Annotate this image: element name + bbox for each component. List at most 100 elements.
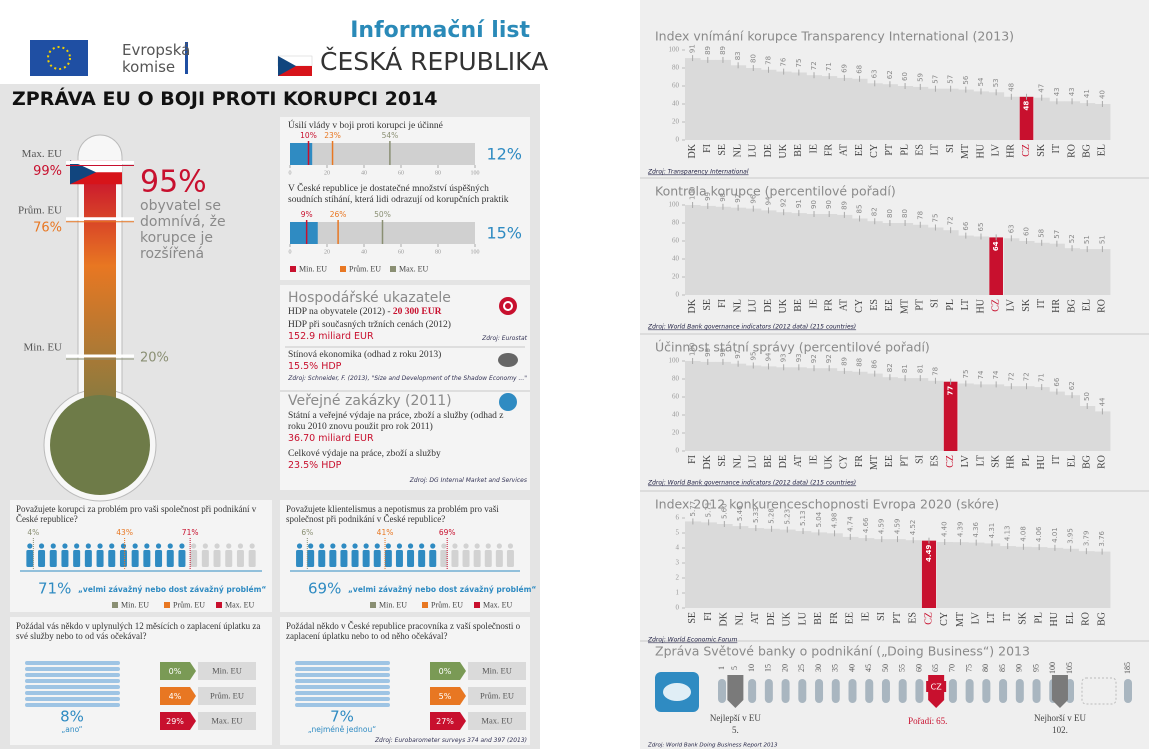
value-label: 52 — [1068, 234, 1076, 243]
person-body — [296, 550, 303, 567]
person-head — [319, 543, 324, 548]
legend-swatch — [422, 602, 428, 608]
person-head — [238, 543, 243, 548]
value-label: 82 — [871, 207, 879, 216]
person-head — [441, 543, 446, 548]
bar — [827, 533, 843, 608]
bar — [731, 208, 747, 295]
x-tick-label: BG — [1066, 299, 1077, 313]
x-tick-label: AT — [793, 455, 804, 467]
person-body — [474, 550, 481, 567]
x-tick-label: CY — [869, 144, 880, 158]
x-tick-label: BE — [793, 299, 804, 312]
country: ČESKÁ REPUBLIKA — [320, 48, 548, 77]
bar — [1080, 249, 1096, 295]
value-label: 83 — [734, 51, 742, 60]
coin — [295, 697, 390, 701]
marker-label: 69% — [439, 528, 456, 537]
x-tick-label: 1 — [717, 666, 726, 670]
x-tick-label: IT — [1051, 455, 1062, 464]
marker-label: 43% — [116, 528, 133, 537]
person-head — [463, 543, 468, 548]
x-tick-label: LT — [975, 455, 986, 466]
x-tick-label: HU — [975, 298, 986, 313]
bar — [1034, 243, 1050, 295]
y-tick-label: 3 — [676, 559, 680, 567]
bar — [1047, 548, 1063, 608]
bar — [715, 207, 731, 295]
y-tick-label: 6 — [676, 514, 680, 522]
bar — [1080, 406, 1096, 451]
person-body — [50, 550, 57, 567]
x-tick-label: RO — [1097, 299, 1108, 313]
legend-label: Max. EU — [225, 600, 255, 609]
x-tick-label: LU — [748, 143, 759, 157]
bar — [806, 75, 822, 140]
legend-label: Min. EU — [299, 264, 327, 273]
bar — [882, 84, 898, 140]
x-tick-label: 20 — [324, 249, 330, 255]
tick-pill — [765, 679, 773, 703]
series-name: Prům. EU — [18, 204, 62, 216]
value-label: 72 — [1023, 372, 1031, 381]
bar — [874, 539, 890, 608]
x-tick-label: 30 — [814, 664, 823, 672]
coin — [25, 667, 120, 671]
value-label: 64 — [992, 241, 1000, 251]
bar — [943, 230, 959, 295]
person-body — [38, 550, 45, 567]
bar — [822, 368, 838, 451]
tick-pill — [882, 679, 890, 703]
value-label: 99 — [704, 348, 712, 357]
bar — [943, 89, 959, 140]
x-tick-label: 60 — [398, 249, 404, 255]
bar — [1095, 411, 1111, 451]
bar — [1004, 238, 1020, 295]
annotation: „ano“ — [61, 725, 82, 734]
person-head — [419, 543, 424, 548]
value: 23.5% HDP — [288, 461, 341, 472]
person-head — [330, 543, 335, 548]
page-title: ZPRÁVA EU O BOJI PROTI KORUPCI 2014 — [12, 89, 438, 111]
badge-label: 27% — [436, 717, 454, 726]
x-tick-label: HU — [1036, 454, 1047, 469]
y-tick-label: 100 — [669, 357, 680, 365]
tick-pill — [899, 679, 907, 703]
tick-pill — [782, 679, 790, 703]
person-head — [475, 543, 480, 548]
value-label: 41 — [1083, 89, 1091, 98]
x-tick-label: FR — [823, 299, 834, 312]
y-tick-label: 20 — [672, 273, 680, 281]
x-tick-label: 50 — [881, 664, 890, 672]
value-label: 15% — [486, 224, 522, 243]
person-head — [497, 543, 502, 548]
x-tick-label: AT — [750, 612, 761, 624]
x-tick-label: UK — [778, 143, 789, 158]
value-label: 4.59 — [894, 519, 902, 535]
value-label: 5.28 — [768, 508, 776, 524]
subtitle: obyvatel se domnívá, že korupce je rozší… — [140, 198, 240, 262]
y-tick-label: 60 — [672, 393, 680, 401]
x-tick-label: PT — [915, 299, 926, 311]
tick-pill — [798, 679, 806, 703]
y-tick-label: 0 — [676, 604, 680, 612]
x-tick-label: 5 — [730, 666, 739, 670]
value-label: 76% — [33, 220, 62, 235]
x-tick-label: HR — [1006, 144, 1017, 158]
x-tick-label: HR — [1051, 299, 1062, 313]
value-label: 4.59 — [878, 519, 886, 535]
x-tick-label: LU — [797, 611, 808, 625]
bar — [822, 76, 838, 140]
value-label: 57 — [947, 75, 955, 84]
x-tick-label: PL — [899, 144, 910, 156]
label: HDP při současných tržních cenách (2012) — [288, 320, 498, 331]
x-tick-label: EL — [1065, 612, 1076, 624]
x-tick-label: MT — [955, 612, 966, 627]
person-head — [74, 543, 79, 548]
bar — [791, 367, 807, 451]
person-body — [202, 550, 209, 567]
value-label: 78 — [931, 367, 939, 376]
person-head — [250, 543, 255, 548]
tick-pill — [718, 679, 726, 703]
bar — [685, 521, 701, 608]
